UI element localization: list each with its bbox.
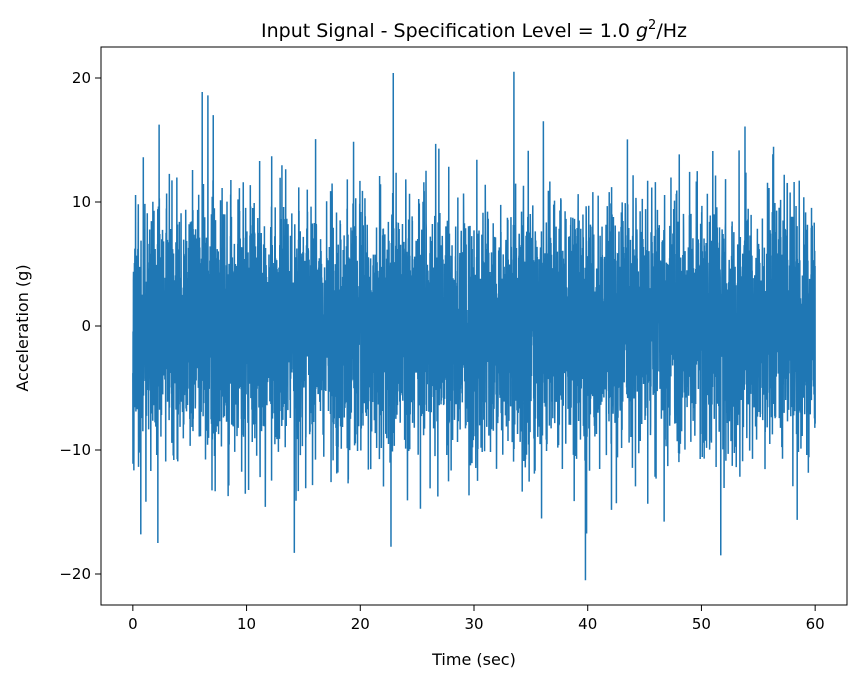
x-tick-label: 50 bbox=[692, 615, 711, 633]
x-tick-label: 30 bbox=[464, 615, 483, 633]
y-tick-label: 10 bbox=[72, 193, 91, 211]
y-tick-label: −20 bbox=[59, 565, 91, 583]
chart-title-suffix: /Hz bbox=[656, 20, 687, 42]
chart-title-prefix: Input Signal - Specification Level = 1.0 bbox=[261, 20, 636, 42]
series-line bbox=[132, 71, 816, 581]
y-axis: −20 −10 0 10 20 bbox=[59, 69, 101, 583]
y-axis-label: Acceleration (g) bbox=[13, 264, 32, 391]
x-tick-label: 10 bbox=[237, 615, 256, 633]
plot-area bbox=[100, 46, 848, 606]
chart-title: Input Signal - Specification Level = 1.0… bbox=[261, 18, 687, 42]
x-axis: 0 10 20 30 40 50 60 bbox=[128, 605, 825, 633]
y-tick-label: 20 bbox=[72, 69, 91, 87]
x-tick-label: 0 bbox=[128, 615, 138, 633]
x-axis-label: Time (sec) bbox=[431, 650, 516, 669]
x-tick-label: 20 bbox=[351, 615, 370, 633]
x-tick-label: 40 bbox=[578, 615, 597, 633]
chart-title-sup: 2 bbox=[648, 18, 656, 33]
x-tick-label: 60 bbox=[806, 615, 825, 633]
chart-title-var: g bbox=[636, 20, 648, 42]
series-group bbox=[132, 71, 816, 581]
y-tick-label: 0 bbox=[81, 317, 91, 335]
y-tick-label: −10 bbox=[59, 441, 91, 459]
